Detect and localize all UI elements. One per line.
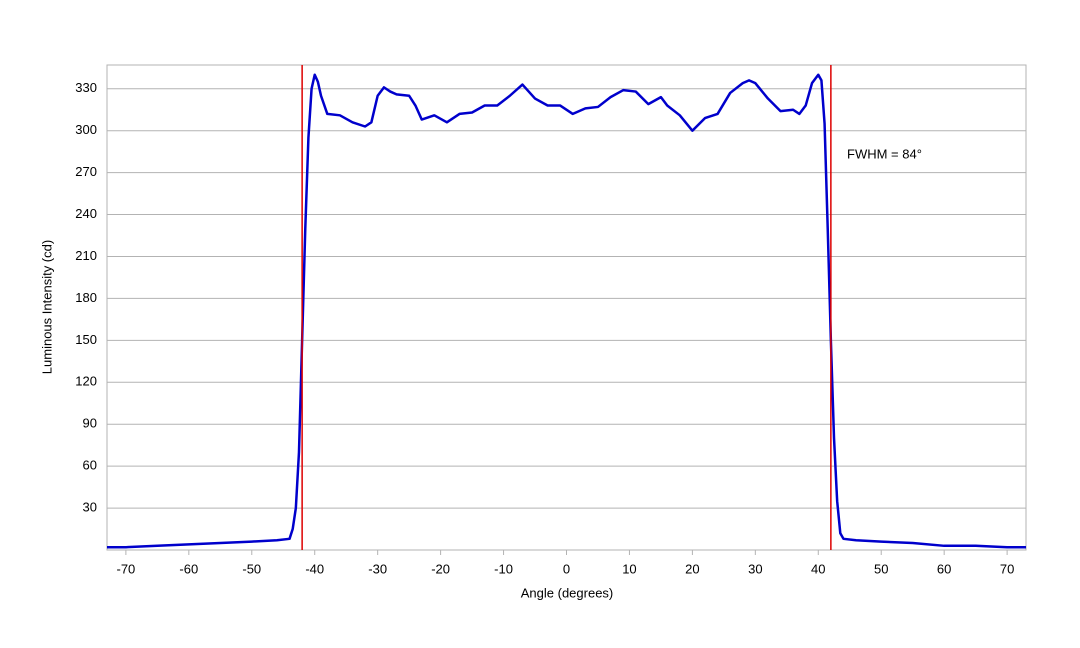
data-line xyxy=(107,73,1026,549)
y-tick-label: 270 xyxy=(75,164,97,179)
x-axis-label: Angle (degrees) xyxy=(521,585,614,600)
y-tick-label: 210 xyxy=(75,248,97,263)
y-tick-label: 90 xyxy=(83,416,97,431)
y-tick-label: 120 xyxy=(75,374,97,389)
x-tick-label: -40 xyxy=(305,561,324,576)
y-tick-label: 60 xyxy=(83,458,97,473)
x-tick-label: -70 xyxy=(116,561,135,576)
x-tick-label: -30 xyxy=(368,561,387,576)
x-tick-label: -50 xyxy=(242,561,261,576)
x-tick-label: 70 xyxy=(1000,561,1014,576)
y-tick-label: 180 xyxy=(75,290,97,305)
x-tick-label: -20 xyxy=(431,561,450,576)
annotation: FWHM = 84° xyxy=(847,146,922,161)
x-tick-label: 60 xyxy=(937,561,951,576)
x-tick-label: 30 xyxy=(748,561,762,576)
y-tick-label: 240 xyxy=(75,206,97,221)
x-tick-label: 20 xyxy=(685,561,699,576)
y-tick-label: 30 xyxy=(83,500,97,515)
y-tick-label: 150 xyxy=(75,332,97,347)
x-tick-label: -10 xyxy=(494,561,513,576)
y-axis-label: Luminous Intensity (cd) xyxy=(39,240,54,374)
y-tick-label: 330 xyxy=(75,80,97,95)
x-tick-label: 0 xyxy=(563,561,570,576)
x-tick-label: 50 xyxy=(874,561,888,576)
plot-border xyxy=(106,64,1027,551)
x-tick-label: -60 xyxy=(179,561,198,576)
y-tick-label: 300 xyxy=(75,122,97,137)
x-tick-label: 40 xyxy=(811,561,825,576)
x-tick-label: 10 xyxy=(622,561,636,576)
